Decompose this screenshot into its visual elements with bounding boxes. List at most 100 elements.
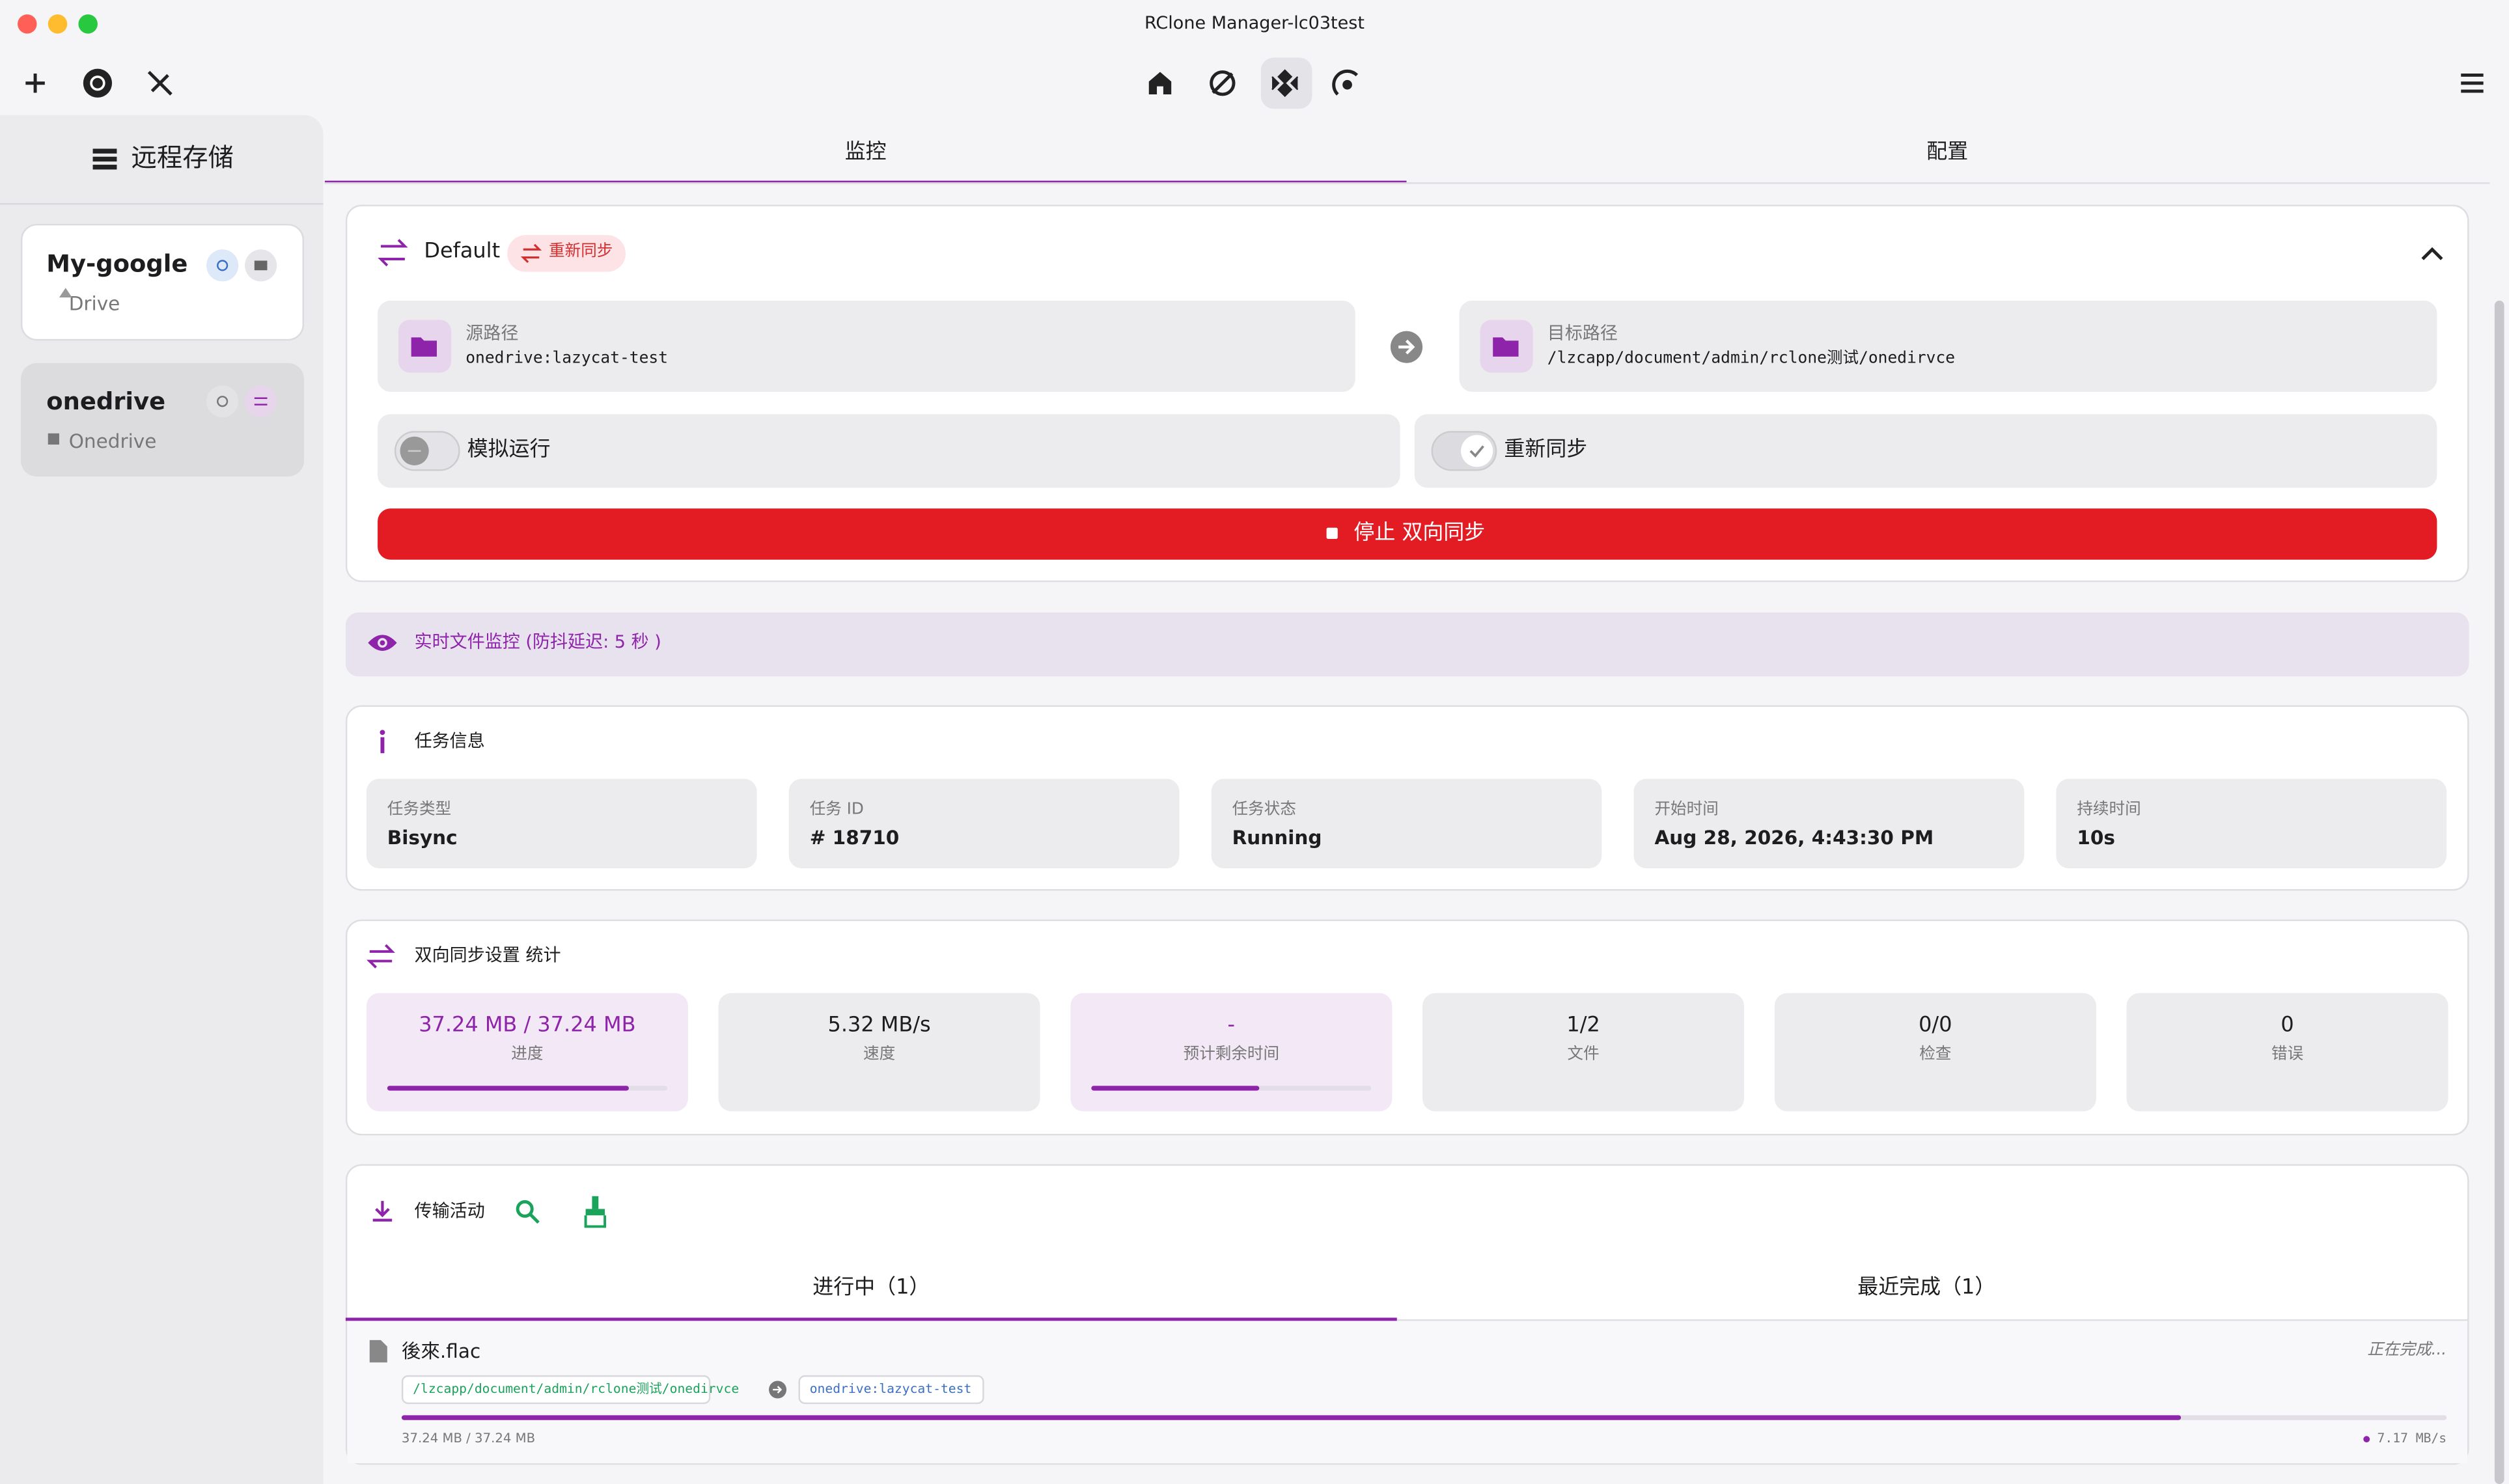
tab[interactable]: 进行中（1） [812,1276,930,1300]
left-toolbar[interactable] [0,59,192,107]
dest-box [1459,300,2437,392]
transfer-size: 37.24 MB / 37.24 MB [401,1431,536,1446]
stats-card [345,919,2469,1136]
toggle-on[interactable] [1430,430,1497,472]
remote-status-icons [59,249,277,297]
stat-box [718,993,1040,1112]
eye-icon [368,635,397,651]
source-path: onedrive:lazycat-test [465,350,669,368]
stop-button[interactable] [378,508,2437,560]
option-label: 重新同步 [1504,438,1588,463]
field-label: 持续时间 [2077,801,2141,819]
stat-label: 预计剩余时间 [1183,1045,1280,1064]
storage-icon [92,148,117,170]
section-title: 双向同步设置 统计 [414,945,561,966]
section-title: 传输活动 [414,1201,485,1222]
file-name: 後來.flac [401,1340,481,1363]
stat-box [1774,993,2096,1112]
from-path: /lzcapp/document/admin/rclone测试/onedirvc… [413,1381,740,1396]
stat-value: 0 [2280,1013,2294,1038]
divider [345,1319,2469,1321]
source-box [378,300,1355,392]
path-chip [401,1375,711,1405]
sidebar-title: 远程存储 [131,142,234,173]
field-label: 目标路径 [1547,323,1618,344]
stat-box [1070,993,1393,1112]
progress-track [1091,1086,1372,1091]
field-value: Aug 28, 2026, 4:43:30 PM [1654,827,1934,849]
center-nav[interactable] [1128,59,1384,107]
sidebar [0,115,324,1484]
info-field [788,778,1180,869]
progress-track [387,1086,667,1091]
progress-bar [387,1086,628,1091]
tab[interactable]: 监控 [844,141,887,165]
field-value: # 18710 [809,827,900,849]
remote-card-selected[interactable] [20,363,305,477]
collapse-button[interactable] [2421,246,2443,262]
option-label: 模拟运行 [467,438,551,463]
field-value: Bisync [387,827,458,849]
tab[interactable]: 最近完成（1） [1857,1276,1996,1300]
scrollbar[interactable] [2494,300,2504,1484]
divider [324,182,2490,184]
field-label: 开始时间 [1654,801,1719,819]
sync-icon [367,944,395,969]
info-field [1633,778,2025,869]
clean-button[interactable] [581,1196,609,1228]
stat-label: 速度 [863,1045,896,1064]
watch-banner [345,612,2469,677]
job-name: Default [424,240,501,264]
progress-bar [1091,1086,1260,1091]
toggle-off[interactable] [394,430,461,472]
stat-value: - [1227,1013,1236,1038]
option-box [1414,414,2437,488]
stop-button-text: 停止 双向同步 [1353,521,1486,545]
traffic-lights[interactable] [0,0,128,48]
field-label: 源路径 [465,323,519,344]
stat-box [1422,993,1745,1112]
watch-text: 实时文件监控 (防抖延迟: 5 秒 ) [414,631,661,653]
remote-type: Drive [68,292,120,316]
sync-icon [378,239,408,267]
field-label: 任务 ID [809,801,864,819]
arrow-icon [1390,331,1423,363]
field-value: 10s [2077,827,2115,849]
arrow-icon [769,1381,787,1399]
stat-label: 进度 [511,1045,544,1064]
stat-label: 文件 [1567,1045,1600,1064]
field-label: 任务类型 [387,801,452,819]
progress-track [401,1415,2447,1420]
info-field [1211,778,1602,869]
stat-label: 错误 [2271,1045,2304,1064]
to-path: onedrive:lazycat-test [809,1381,972,1396]
badge-text: 重新同步 [549,243,613,261]
field-label: 任务状态 [1232,801,1296,819]
tab[interactable]: 配置 [1926,141,1969,165]
folder-icon [1493,337,1519,357]
menu-button[interactable] [2458,69,2489,101]
stat-box [2126,993,2448,1112]
field-value: Running [1232,827,1322,849]
dest-path: /lzcapp/document/admin/rclone测试/onedirvc… [1547,350,1956,368]
remote-name: My-google [46,249,188,279]
transfer-speed: 7.17 MB/s [2377,1431,2447,1446]
stat-value: 1/2 [1566,1013,1600,1038]
remote-card[interactable] [20,223,305,341]
window-title: RClone Manager-lc03test [1144,12,1365,34]
badge [507,235,626,272]
divider [0,203,324,205]
remote-type: Onedrive [68,430,157,453]
search-button[interactable] [515,1200,540,1225]
section-title: 任务信息 [414,730,485,752]
stat-value: 37.24 MB / 37.24 MB [419,1013,636,1038]
option-box [378,414,1400,488]
info-field [2056,778,2447,869]
remote-name: onedrive [46,387,166,416]
stat-value: 5.32 MB/s [827,1013,931,1038]
tab-indicator [345,1317,1397,1321]
download-icon [372,1201,393,1222]
stat-label: 检查 [1919,1045,1952,1064]
info-field [366,778,757,869]
